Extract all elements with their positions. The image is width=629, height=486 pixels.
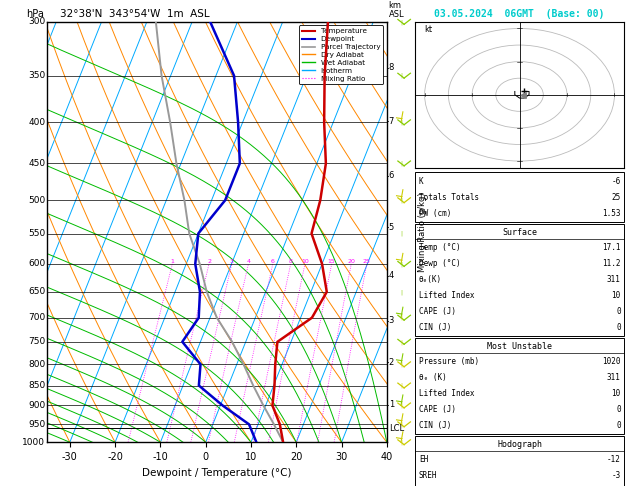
Text: 5: 5 <box>389 223 394 232</box>
Text: CIN (J): CIN (J) <box>419 421 451 430</box>
Text: Lifted Index: Lifted Index <box>419 291 474 300</box>
Text: θₑ(K): θₑ(K) <box>419 275 442 284</box>
Text: 0: 0 <box>616 323 621 332</box>
Text: |: | <box>400 421 402 427</box>
Text: |: | <box>400 339 402 345</box>
Text: |: | <box>400 362 402 367</box>
Text: 1: 1 <box>170 259 174 264</box>
Text: -12: -12 <box>607 455 621 464</box>
Text: 2: 2 <box>389 358 394 366</box>
Text: 600: 600 <box>28 260 45 268</box>
Text: 4: 4 <box>247 259 250 264</box>
Legend: Temperature, Dewpoint, Parcel Trajectory, Dry Adiabat, Wet Adiabat, Isotherm, Mi: Temperature, Dewpoint, Parcel Trajectory… <box>299 25 383 85</box>
Text: 3: 3 <box>389 316 394 325</box>
Text: Most Unstable: Most Unstable <box>487 342 552 351</box>
Text: Temp (°C): Temp (°C) <box>419 243 460 252</box>
Text: Mixing Ratio (g/kg): Mixing Ratio (g/kg) <box>418 192 426 272</box>
Text: 750: 750 <box>28 337 45 347</box>
Text: 700: 700 <box>28 313 45 322</box>
Text: 6: 6 <box>389 171 394 180</box>
X-axis label: Dewpoint / Temperature (°C): Dewpoint / Temperature (°C) <box>142 468 292 478</box>
Text: CAPE (J): CAPE (J) <box>419 405 456 414</box>
Text: hPa: hPa <box>26 9 44 19</box>
Text: 15: 15 <box>328 259 335 264</box>
Text: SREH: SREH <box>419 471 437 480</box>
Text: 10: 10 <box>611 389 621 398</box>
Text: |: | <box>400 439 402 445</box>
Text: |: | <box>400 315 402 320</box>
Text: 20: 20 <box>347 259 355 264</box>
Text: |: | <box>400 19 402 25</box>
Text: |: | <box>400 383 402 388</box>
Text: |: | <box>400 73 402 78</box>
Text: 400: 400 <box>28 118 45 127</box>
Text: 8: 8 <box>289 259 292 264</box>
Text: 950: 950 <box>28 420 45 429</box>
Text: 1.53: 1.53 <box>603 208 621 218</box>
Text: Totals Totals: Totals Totals <box>419 192 479 202</box>
Text: 2: 2 <box>207 259 211 264</box>
Text: θₑ (K): θₑ (K) <box>419 373 447 382</box>
Text: km
ASL: km ASL <box>389 1 404 19</box>
Text: 650: 650 <box>28 287 45 296</box>
Text: |: | <box>400 231 402 236</box>
Text: 32°38'N  343°54'W  1m  ASL: 32°38'N 343°54'W 1m ASL <box>60 9 209 19</box>
Text: kt: kt <box>425 25 433 34</box>
Text: 03.05.2024  06GMT  (Base: 00): 03.05.2024 06GMT (Base: 00) <box>435 9 604 19</box>
Text: 10: 10 <box>611 291 621 300</box>
Text: Lifted Index: Lifted Index <box>419 389 474 398</box>
Text: Hodograph: Hodograph <box>497 440 542 449</box>
Text: 450: 450 <box>28 159 45 168</box>
Text: CIN (J): CIN (J) <box>419 323 451 332</box>
Text: EH: EH <box>419 455 428 464</box>
Text: LCL: LCL <box>389 423 404 433</box>
Text: -3: -3 <box>611 471 621 480</box>
Text: 1000: 1000 <box>22 438 45 447</box>
Text: Surface: Surface <box>502 228 537 237</box>
Text: Dewp (°C): Dewp (°C) <box>419 259 460 268</box>
Text: 3: 3 <box>230 259 234 264</box>
Text: 17.1: 17.1 <box>603 243 621 252</box>
Text: 350: 350 <box>28 71 45 80</box>
Text: 25: 25 <box>363 259 370 264</box>
Text: |: | <box>400 403 402 408</box>
Text: PW (cm): PW (cm) <box>419 208 451 218</box>
Text: CAPE (J): CAPE (J) <box>419 307 456 316</box>
Text: |: | <box>400 197 402 203</box>
Text: 6: 6 <box>271 259 275 264</box>
Text: K: K <box>419 176 423 186</box>
Text: 800: 800 <box>28 360 45 369</box>
Text: 25: 25 <box>611 192 621 202</box>
Text: 500: 500 <box>28 196 45 205</box>
Text: |: | <box>400 261 402 267</box>
Text: 0: 0 <box>616 405 621 414</box>
Text: 7: 7 <box>389 117 394 126</box>
Text: |: | <box>400 120 402 125</box>
Text: 550: 550 <box>28 229 45 238</box>
Text: 8: 8 <box>389 63 394 72</box>
Text: 0: 0 <box>616 307 621 316</box>
Text: 11.2: 11.2 <box>603 259 621 268</box>
Text: 1020: 1020 <box>603 357 621 366</box>
Text: 300: 300 <box>28 17 45 26</box>
Text: 850: 850 <box>28 381 45 390</box>
Text: 0: 0 <box>616 421 621 430</box>
Text: 1: 1 <box>389 400 394 409</box>
Text: Pressure (mb): Pressure (mb) <box>419 357 479 366</box>
Text: 4: 4 <box>389 271 394 280</box>
Text: |: | <box>400 289 402 295</box>
Text: 900: 900 <box>28 401 45 410</box>
Text: 10: 10 <box>301 259 309 264</box>
Text: -6: -6 <box>611 176 621 186</box>
Text: |: | <box>400 161 402 166</box>
Text: 311: 311 <box>607 373 621 382</box>
Text: 311: 311 <box>607 275 621 284</box>
